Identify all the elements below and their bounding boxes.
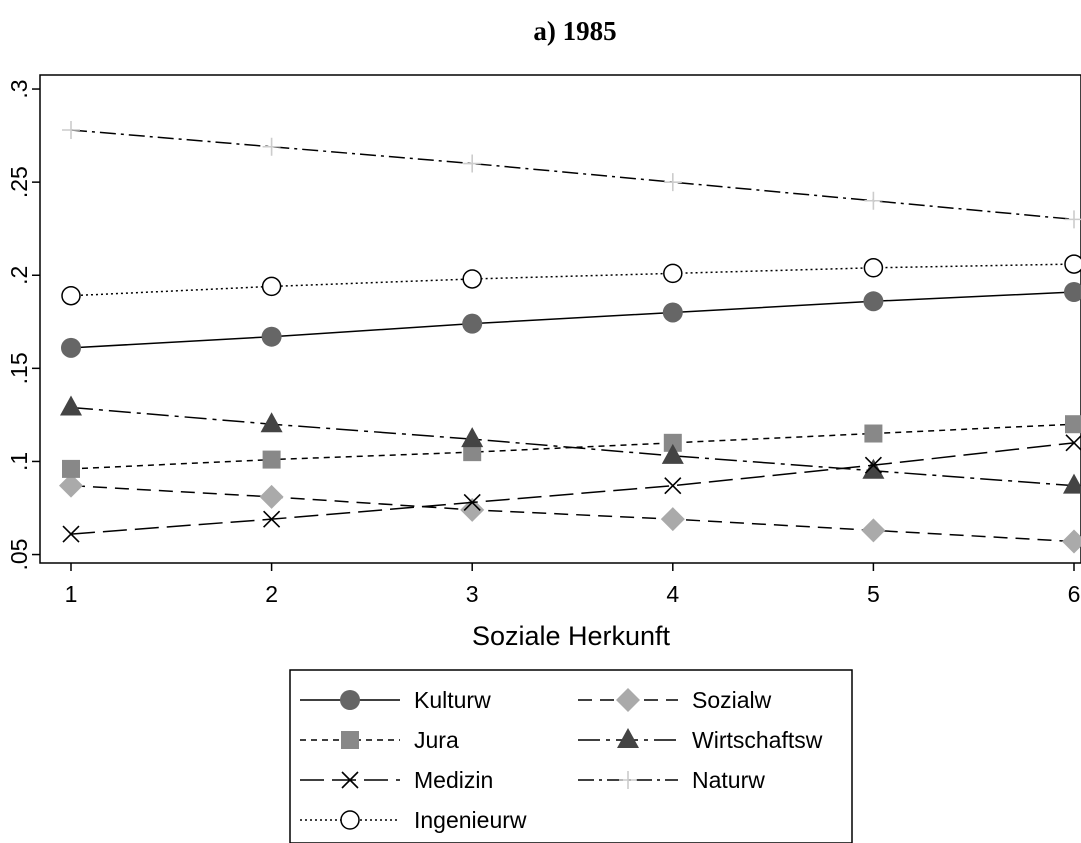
data-point bbox=[617, 728, 639, 748]
plot-frame bbox=[39, 74, 1081, 564]
series-layer bbox=[59, 121, 1081, 554]
x-tick-label: 5 bbox=[867, 581, 880, 607]
series-line bbox=[70, 291, 1075, 349]
series-kulturw bbox=[61, 282, 1081, 358]
data-point bbox=[261, 326, 282, 347]
series-line bbox=[70, 263, 1075, 297]
data-point bbox=[462, 313, 483, 334]
data-point bbox=[663, 433, 682, 452]
data-point bbox=[616, 688, 640, 712]
legend-label: Medizin bbox=[414, 767, 493, 793]
x-tick-label: 6 bbox=[1068, 581, 1081, 607]
data-point bbox=[262, 450, 281, 469]
data-point bbox=[1064, 254, 1081, 274]
data-point bbox=[619, 771, 637, 789]
data-point bbox=[862, 458, 885, 479]
x-tick-label: 1 bbox=[65, 581, 78, 607]
legend-item: Medizin bbox=[300, 767, 493, 793]
legend-label: Sozialw bbox=[692, 687, 772, 713]
legend-item: Wirtschaftsw bbox=[578, 727, 823, 753]
legend-label: Ingenieurw bbox=[414, 807, 527, 833]
data-point bbox=[864, 456, 882, 474]
data-point bbox=[663, 173, 682, 192]
legend-item: Kulturw bbox=[300, 687, 491, 713]
series-line bbox=[70, 129, 1075, 221]
data-point bbox=[864, 191, 883, 210]
legend-item: Jura bbox=[300, 727, 459, 753]
data-point bbox=[59, 473, 83, 498]
data-point bbox=[62, 525, 80, 543]
x-tick-label: 4 bbox=[666, 581, 679, 607]
data-point bbox=[660, 507, 685, 532]
series-sozialw bbox=[59, 473, 1081, 554]
legend-label: Wirtschaftsw bbox=[692, 727, 823, 753]
data-point bbox=[340, 810, 360, 830]
legend-label: Kulturw bbox=[414, 687, 491, 713]
legend-item: Ingenieurw bbox=[300, 807, 527, 833]
y-tick-label: .3 bbox=[6, 79, 32, 98]
data-point bbox=[1065, 434, 1081, 452]
data-point bbox=[1062, 529, 1081, 554]
data-point bbox=[460, 497, 485, 522]
y-tick-label: .2 bbox=[6, 266, 32, 285]
y-tick-label: .25 bbox=[6, 166, 32, 198]
y-tick-label: .05 bbox=[6, 539, 32, 571]
series-line bbox=[70, 423, 1075, 470]
legend: Kulturw Sozialw Jura Wirtschaftsw Medizin Nat… bbox=[289, 669, 853, 843]
data-point bbox=[61, 285, 81, 306]
data-point bbox=[61, 337, 81, 358]
data-point bbox=[863, 291, 884, 312]
y-tick-label: .1 bbox=[6, 452, 32, 471]
y-tick-label: .15 bbox=[6, 352, 32, 384]
data-point bbox=[1063, 473, 1081, 494]
data-point bbox=[261, 276, 282, 297]
data-point bbox=[861, 518, 886, 543]
data-point bbox=[462, 269, 482, 289]
legend-item: Naturw bbox=[578, 767, 765, 793]
data-point bbox=[341, 771, 359, 789]
data-point bbox=[662, 302, 683, 323]
x-tick-label: 2 bbox=[265, 581, 278, 607]
data-point bbox=[340, 690, 360, 710]
data-point bbox=[664, 477, 682, 495]
series-jura bbox=[62, 415, 1081, 478]
data-point bbox=[263, 510, 281, 528]
legend-label: Naturw bbox=[692, 767, 765, 793]
data-point bbox=[864, 424, 883, 443]
series-naturw bbox=[62, 121, 1081, 229]
data-point bbox=[62, 459, 80, 478]
legend-box bbox=[289, 669, 853, 843]
data-point bbox=[1065, 415, 1081, 434]
series-line bbox=[70, 484, 1075, 543]
data-point bbox=[661, 443, 684, 464]
data-point bbox=[463, 493, 481, 511]
chart-title: a) 1985 bbox=[533, 16, 616, 46]
series-ingenieurw bbox=[61, 254, 1081, 306]
data-point bbox=[863, 258, 884, 278]
data-point bbox=[260, 412, 283, 433]
data-point bbox=[341, 731, 359, 749]
data-point bbox=[463, 443, 482, 462]
data-point bbox=[259, 484, 284, 509]
data-point bbox=[461, 427, 484, 448]
data-point bbox=[262, 137, 281, 156]
data-point bbox=[1064, 282, 1081, 302]
data-point bbox=[60, 395, 82, 416]
x-axis-title: Soziale Herkunft bbox=[472, 621, 671, 651]
series-wirtschaftsw bbox=[60, 395, 1081, 494]
series-line bbox=[70, 406, 1075, 487]
legend-item: Sozialw bbox=[578, 687, 772, 713]
x-tick-label: 3 bbox=[466, 581, 479, 607]
y-axis: .05 .1 .15 .2 .25 .3 bbox=[6, 79, 40, 571]
data-point bbox=[62, 121, 80, 139]
x-axis: 1 2 3 4 5 6 bbox=[65, 563, 1081, 607]
series-medizin bbox=[62, 434, 1081, 543]
series-line bbox=[70, 442, 1075, 535]
data-point bbox=[663, 263, 683, 284]
data-point bbox=[1065, 210, 1081, 229]
legend-label: Jura bbox=[414, 727, 459, 753]
data-point bbox=[463, 154, 482, 173]
